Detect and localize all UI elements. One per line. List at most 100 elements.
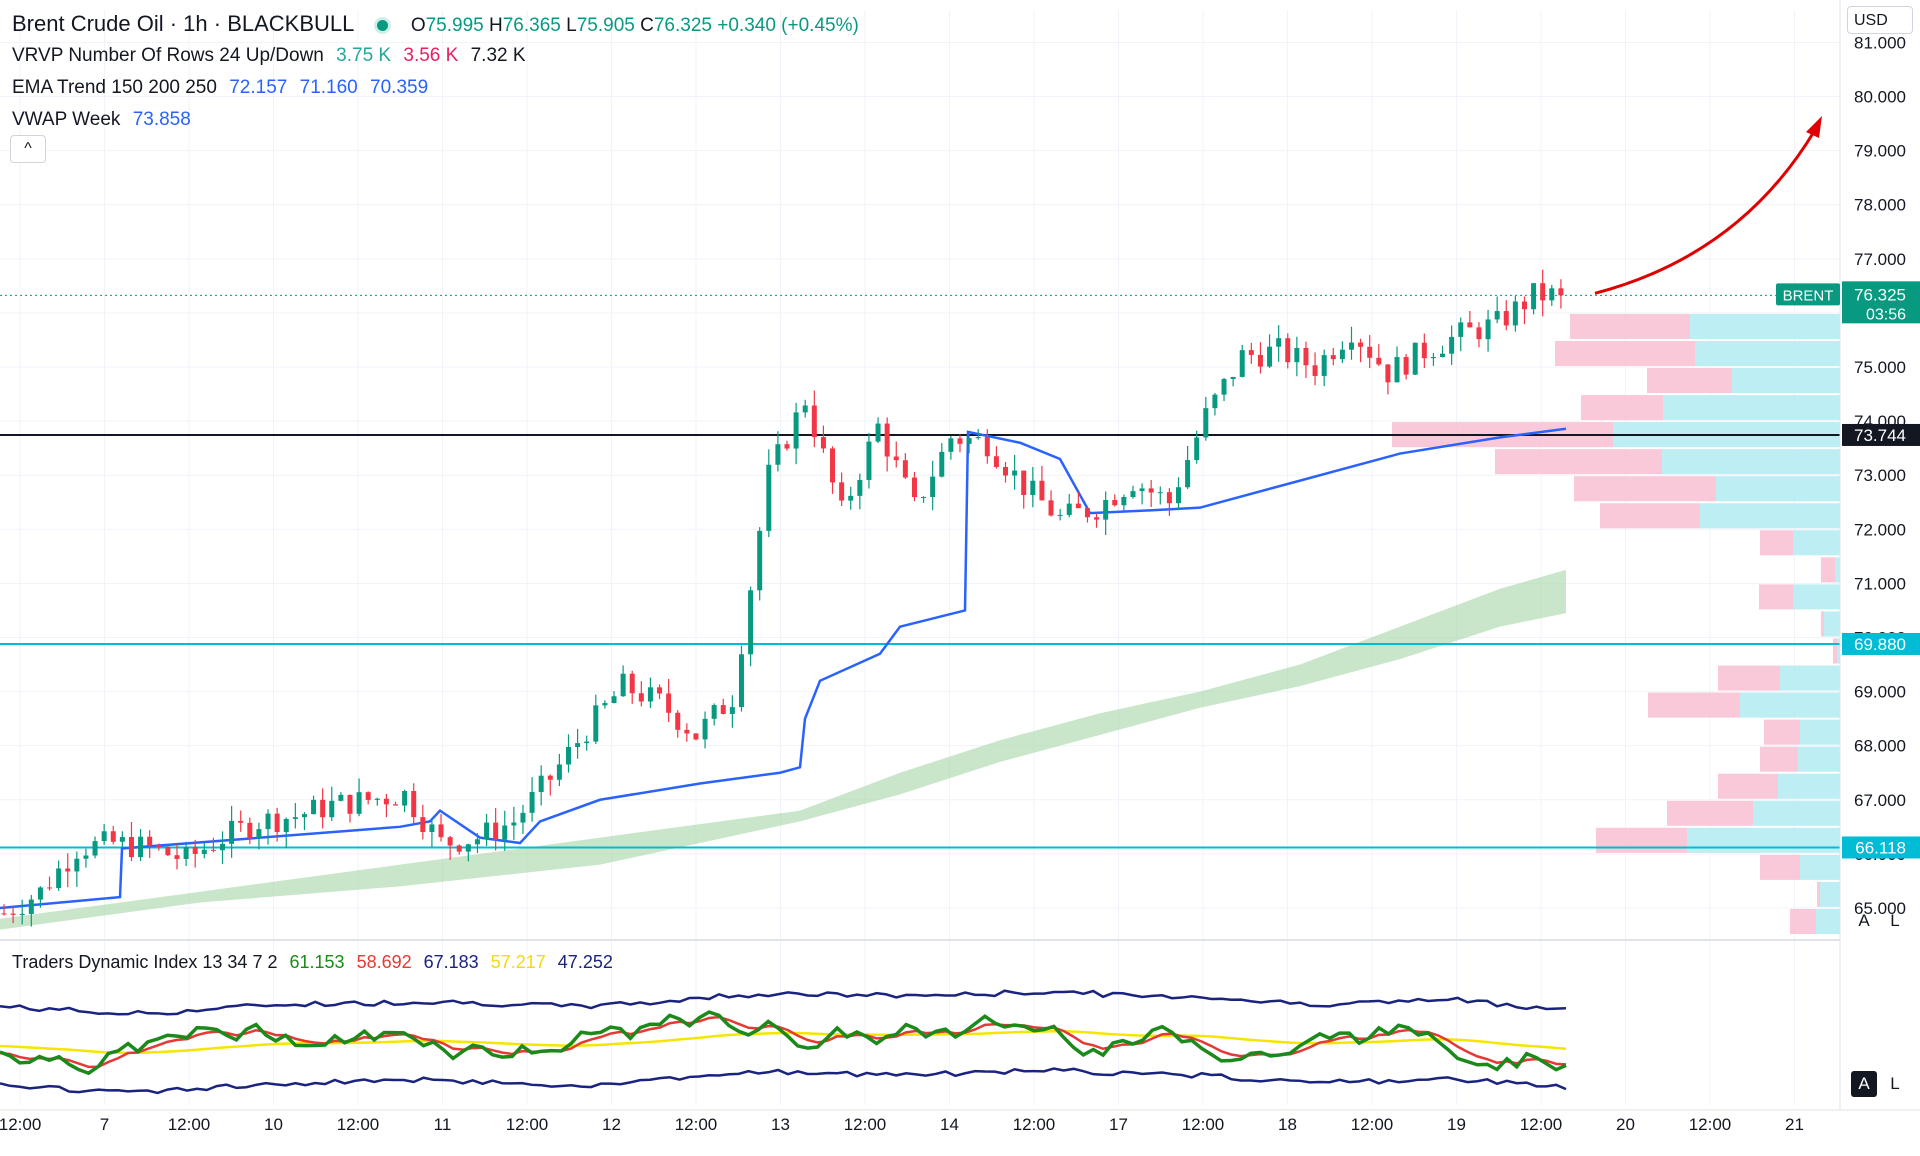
vp-down-bar	[1760, 854, 1800, 880]
vp-up-bar	[1662, 449, 1840, 475]
candle-body	[1148, 488, 1154, 493]
candle-body	[1421, 342, 1427, 359]
level-badge-support-1-label: 69.880	[1854, 635, 1906, 654]
tdi-auto-scale-button[interactable]: A	[1851, 1071, 1877, 1097]
vwap-legend[interactable]: VWAP Week 73.858	[12, 109, 191, 130]
candle-body	[766, 464, 772, 531]
candle-body	[283, 818, 289, 833]
candle-body	[711, 705, 717, 719]
candle-body	[538, 775, 544, 792]
candle-body	[10, 913, 16, 915]
candle-body	[939, 451, 945, 477]
candle-body	[1440, 353, 1446, 358]
vp-down-bar	[1667, 800, 1753, 826]
candle-body	[156, 845, 162, 848]
candle-body	[884, 423, 890, 457]
symbol-badge-label: BRENT	[1783, 287, 1834, 304]
candle-body	[1048, 500, 1054, 516]
tdi-legend[interactable]: Traders Dynamic Index 13 34 7 2 61.153 5…	[12, 952, 613, 972]
candle-body	[748, 590, 754, 655]
candle-body	[147, 836, 153, 846]
candle-body	[684, 729, 690, 734]
candle-body	[1449, 336, 1455, 354]
vp-down-bar	[1790, 908, 1816, 934]
candle-body	[1121, 497, 1127, 506]
volume-profile	[1392, 313, 1840, 934]
projection-arrowhead	[1806, 116, 1822, 138]
tdi-log-scale-button[interactable]: L	[1890, 1074, 1900, 1093]
change-readout: +0.340 (+0.45%)	[717, 15, 859, 36]
candle-body	[611, 696, 617, 704]
candle-body	[1503, 311, 1509, 326]
time-tick-label: 12:00	[1182, 1115, 1225, 1134]
candle-body	[247, 822, 253, 839]
candle-body	[702, 718, 708, 740]
candle-body	[301, 814, 307, 818]
candle-body	[356, 792, 362, 814]
candle-body	[1084, 508, 1090, 518]
vp-up-bar	[1780, 665, 1840, 691]
time-tick-label: 13	[771, 1115, 790, 1134]
candle-body	[1512, 301, 1518, 326]
candle-body	[1185, 460, 1191, 488]
candle-body	[1012, 470, 1018, 476]
candle-body	[438, 824, 444, 838]
currency-select[interactable]: USD	[1847, 6, 1913, 34]
axis-bg	[1840, 0, 1920, 1110]
price-tick-label: 69.000	[1854, 683, 1906, 702]
candle-body	[411, 791, 417, 818]
time-tick-label: 20	[1616, 1115, 1635, 1134]
candle-body	[666, 693, 672, 713]
candle-body	[174, 855, 180, 859]
auto-scale-button[interactable]: A	[1858, 911, 1870, 930]
vp-up-bar	[1778, 773, 1840, 799]
symbol-badge-bg	[1776, 283, 1840, 306]
vp-down-bar	[1647, 368, 1732, 394]
candle-body	[811, 405, 817, 438]
vp-up-bar	[1753, 800, 1840, 826]
candle-body	[1057, 514, 1063, 516]
candle-body	[83, 855, 89, 859]
candle-body	[329, 800, 335, 818]
candle-body	[1066, 503, 1072, 515]
candle-body	[1385, 364, 1391, 383]
candle-body	[456, 845, 462, 852]
candle-body	[1540, 283, 1546, 301]
candle-body	[484, 822, 490, 840]
last-price-badge	[1842, 281, 1920, 324]
candle-body	[28, 899, 34, 914]
candle-body	[848, 495, 854, 501]
ema-band	[0, 569, 1566, 930]
candle-body	[1267, 346, 1273, 367]
candle-body	[575, 743, 581, 748]
candle-body	[784, 444, 790, 449]
candle-body	[1203, 408, 1209, 438]
candle-body	[1276, 338, 1282, 347]
candle-body	[1212, 394, 1218, 409]
ema-legend[interactable]: EMA Trend 150 200 250 72.157 71.160 70.3…	[12, 77, 429, 98]
vp-up-bar	[1798, 746, 1840, 772]
candle-body	[1458, 322, 1464, 337]
collapse-legend-button[interactable]: ^	[10, 135, 46, 163]
candle-body	[620, 673, 626, 697]
log-scale-button[interactable]: L	[1890, 911, 1900, 930]
time-tick-label: 12:00	[675, 1115, 718, 1134]
candle-body	[793, 412, 799, 449]
time-tick-label: 12:00	[1013, 1115, 1056, 1134]
tdi-rsi-line	[0, 1010, 1567, 1076]
vp-up-bar	[1663, 395, 1840, 421]
candle-body	[1103, 500, 1109, 520]
candle-body	[957, 438, 963, 444]
candle-body	[274, 813, 280, 833]
candle-body	[210, 849, 216, 851]
candle-body	[556, 764, 562, 780]
time-tick-label: 7	[100, 1115, 109, 1134]
candle-body	[56, 868, 62, 889]
vrvp-legend[interactable]: VRVP Number Of Rows 24 Up/Down 3.75 K 3.…	[12, 45, 526, 66]
symbol-title[interactable]: Brent Crude Oil · 1h · BLACKBULL	[12, 11, 354, 36]
vp-up-bar	[1816, 908, 1840, 934]
candle-body	[1467, 322, 1473, 328]
candle-body	[1403, 357, 1409, 375]
